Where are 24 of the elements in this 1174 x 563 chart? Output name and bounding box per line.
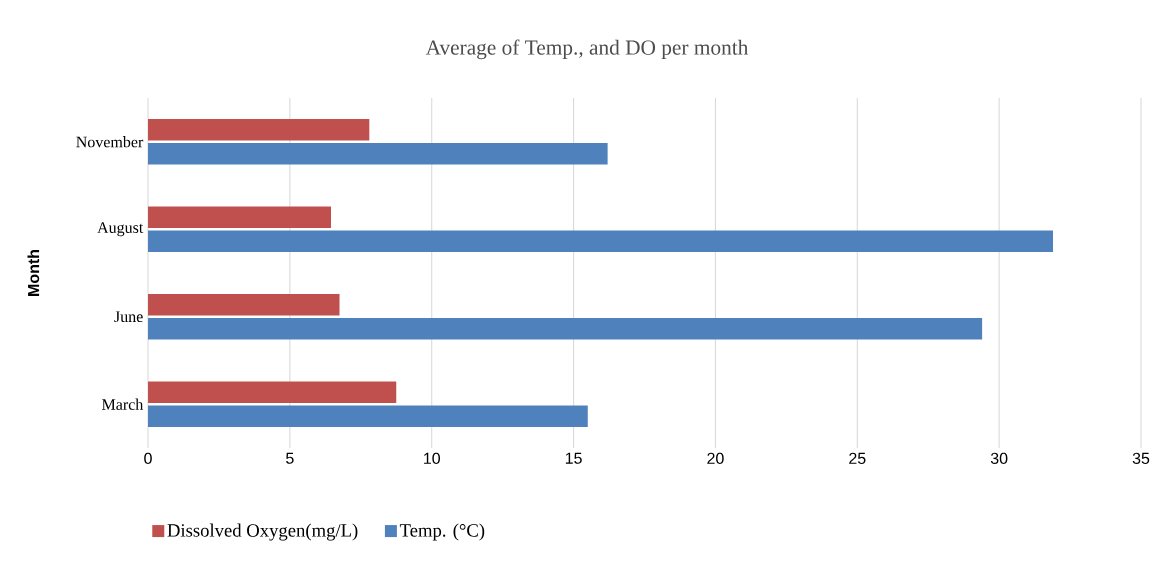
- x-tick-label: 35: [1132, 452, 1150, 465]
- y-axis-title: Month: [27, 249, 40, 296]
- bar: [148, 206, 331, 228]
- bar: [148, 318, 983, 340]
- bar: [148, 143, 608, 165]
- y-tick-label: August: [97, 222, 144, 237]
- y-tick-label: November: [76, 136, 144, 148]
- bar: [148, 119, 370, 141]
- x-tick-label: 10: [424, 452, 440, 465]
- x-tick-label: 25: [849, 452, 866, 465]
- chart-title: Average of Temp., and DO per month: [425, 39, 749, 60]
- legend-label: Temp. (°C): [399, 523, 485, 541]
- bar: [148, 230, 1054, 252]
- y-tick-label: June: [114, 311, 143, 323]
- x-tick-label: 20: [707, 452, 724, 465]
- x-tick-label: 15: [565, 452, 582, 464]
- x-tick-label: 5: [286, 452, 294, 464]
- x-tick-label: 30: [990, 452, 1008, 465]
- x-tick-label: 0: [144, 452, 152, 465]
- legend-label: Dissolved Oxygen(mg/L): [167, 523, 358, 541]
- bar: [148, 381, 397, 403]
- y-tick-label: March: [102, 398, 144, 410]
- bar: [148, 405, 588, 427]
- bar: [148, 294, 340, 316]
